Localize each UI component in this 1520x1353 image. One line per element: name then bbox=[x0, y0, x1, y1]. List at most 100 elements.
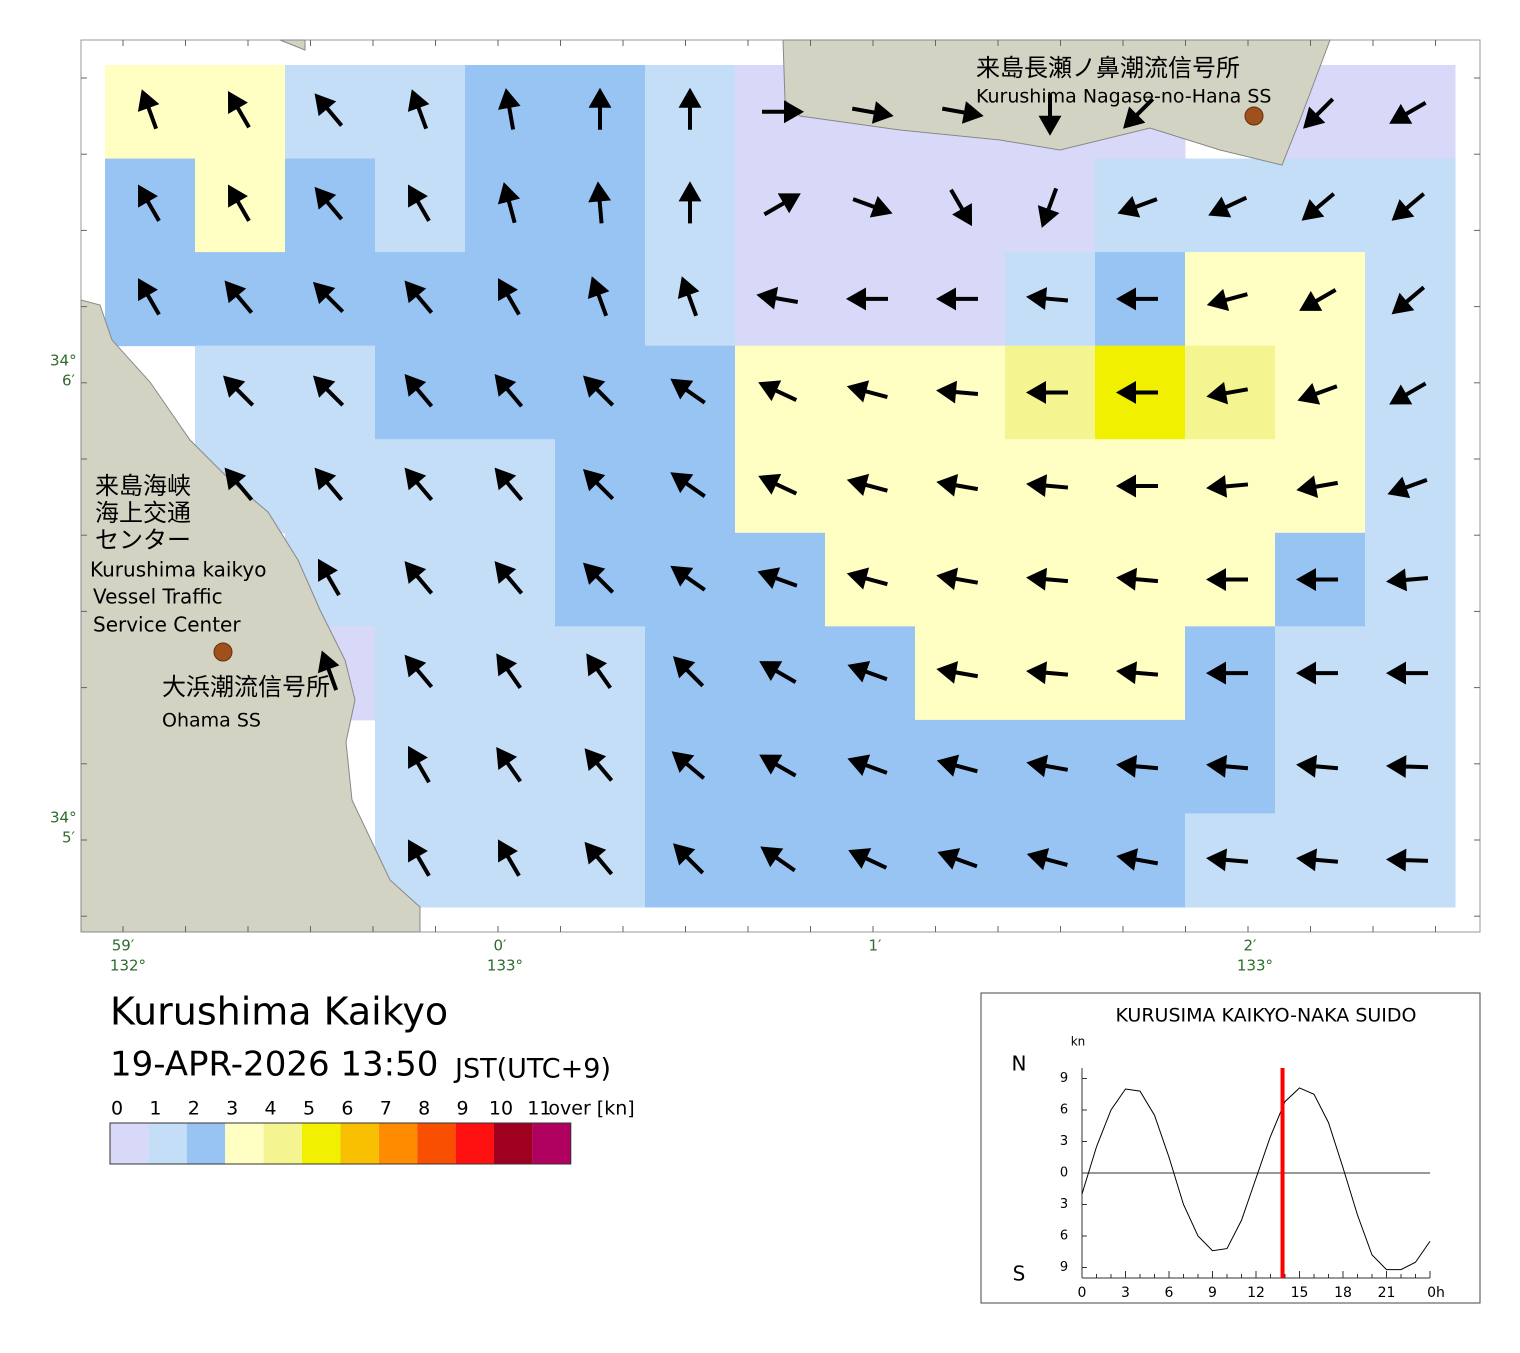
x-tick-label: 3 bbox=[1121, 1285, 1130, 1301]
current-arrow bbox=[670, 565, 706, 592]
legend-swatch bbox=[455, 1123, 494, 1164]
current-arrow bbox=[227, 184, 251, 222]
current-arrow bbox=[759, 754, 797, 778]
station-marker bbox=[213, 642, 233, 662]
lon-label: 132° bbox=[110, 957, 146, 975]
legend-label: 11 bbox=[527, 1098, 551, 1120]
current-arrow bbox=[407, 745, 431, 784]
current-arrow bbox=[670, 378, 706, 405]
current-arrow bbox=[1206, 848, 1249, 872]
current-arrow bbox=[936, 380, 979, 404]
current-arrow bbox=[758, 380, 798, 402]
place-label: Kurushima kaikyo bbox=[90, 558, 266, 582]
current-arrow bbox=[677, 276, 700, 317]
current-arrow bbox=[494, 374, 524, 408]
legend-swatch bbox=[340, 1123, 379, 1164]
legend-label: 5 bbox=[303, 1098, 315, 1120]
current-arrow bbox=[845, 287, 888, 311]
current-arrow bbox=[757, 567, 798, 589]
y-tick-label: 9 bbox=[1060, 1071, 1068, 1086]
x-tick-label: 21 bbox=[1378, 1285, 1396, 1301]
land bbox=[80, 39, 1331, 933]
current-arrow bbox=[314, 93, 344, 127]
x-tick-label: 18 bbox=[1334, 1285, 1352, 1301]
current-arrow bbox=[1037, 187, 1060, 228]
direction-label: N bbox=[1012, 1052, 1027, 1076]
current-arrow bbox=[673, 656, 705, 688]
current-arrow bbox=[1206, 474, 1249, 498]
lon-label: 0′ bbox=[494, 937, 508, 955]
legend-label: 7 bbox=[380, 1098, 392, 1120]
y-tick-label: 3 bbox=[1060, 1134, 1068, 1149]
current-arrow bbox=[846, 567, 888, 590]
current-arrow bbox=[1208, 195, 1248, 218]
station-marker bbox=[1244, 106, 1264, 126]
current-arrow bbox=[678, 181, 702, 224]
lat-label: 6′ bbox=[62, 372, 76, 390]
current-arrow bbox=[583, 375, 615, 407]
current-arrow bbox=[404, 467, 434, 502]
x-tick-label: 0h bbox=[1427, 1285, 1445, 1301]
current-arrow bbox=[1116, 567, 1159, 591]
current-arrow bbox=[852, 195, 893, 218]
current-arrow bbox=[497, 839, 521, 877]
current-arrow bbox=[1117, 195, 1158, 218]
current-arrow bbox=[1296, 475, 1339, 498]
current-arrow bbox=[223, 375, 255, 407]
current-arrow bbox=[762, 100, 805, 124]
current-arrow bbox=[1295, 568, 1338, 592]
y-tick-label: 9 bbox=[1060, 1260, 1068, 1275]
current-arrow bbox=[1303, 97, 1335, 129]
current-arrow bbox=[404, 654, 434, 689]
legend-swatch bbox=[225, 1123, 264, 1164]
current-arrow bbox=[758, 473, 798, 496]
current-arrow bbox=[404, 561, 434, 595]
place-label: Vessel Traffic bbox=[93, 585, 223, 609]
current-arrow bbox=[1389, 381, 1427, 405]
legend-swatch bbox=[186, 1123, 226, 1164]
current-arrow bbox=[1026, 567, 1069, 591]
legend-frame bbox=[109, 1122, 572, 1165]
current-arrow bbox=[407, 184, 431, 222]
current-arrow bbox=[224, 280, 254, 314]
legend-swatch bbox=[302, 1123, 341, 1164]
current-arrow bbox=[846, 380, 888, 403]
current-arrow bbox=[1116, 754, 1159, 778]
current-arrow bbox=[1387, 476, 1428, 499]
current-arrow bbox=[936, 661, 979, 684]
current-arrow bbox=[1025, 380, 1068, 404]
current-arrow bbox=[137, 184, 161, 222]
current-arrow bbox=[314, 186, 344, 221]
legend-label: 0 bbox=[111, 1098, 123, 1120]
chart-title: KURUSIMA KAIKYO-NAKA SUIDO bbox=[1115, 1005, 1416, 1027]
lon-label: 133° bbox=[1237, 957, 1273, 975]
current-arrow bbox=[1115, 287, 1158, 311]
lat-label: 5′ bbox=[62, 829, 76, 847]
place-label: センター bbox=[95, 526, 191, 554]
current-arrow bbox=[1026, 287, 1069, 310]
current-arrow bbox=[583, 469, 615, 501]
place-label: Service Center bbox=[93, 613, 241, 637]
current-arrow bbox=[1026, 848, 1068, 871]
current-arrow bbox=[1115, 474, 1158, 498]
place-label: Kurushima Nagase-no-Hana SS bbox=[976, 86, 1271, 108]
current-arrow bbox=[314, 467, 344, 502]
legend-label: 8 bbox=[418, 1098, 430, 1120]
current-arrow bbox=[678, 87, 702, 130]
tide-chart-frame bbox=[980, 992, 1481, 1304]
current-arrow bbox=[137, 278, 161, 316]
current-arrow bbox=[407, 89, 430, 130]
legend-swatch bbox=[110, 1123, 149, 1164]
current-arrow bbox=[1026, 474, 1069, 498]
current-arrow bbox=[1296, 754, 1339, 778]
current-arrow bbox=[1301, 192, 1336, 221]
current-arrow bbox=[588, 87, 612, 130]
current-arrow bbox=[846, 473, 888, 497]
lat-label: 34° bbox=[50, 809, 77, 827]
legend-label: 4 bbox=[265, 1098, 277, 1120]
current-arrow bbox=[227, 90, 251, 129]
lon-label: 59′ bbox=[112, 937, 135, 955]
tide-curve bbox=[1081, 1087, 1431, 1271]
current-arrow bbox=[1206, 288, 1248, 311]
